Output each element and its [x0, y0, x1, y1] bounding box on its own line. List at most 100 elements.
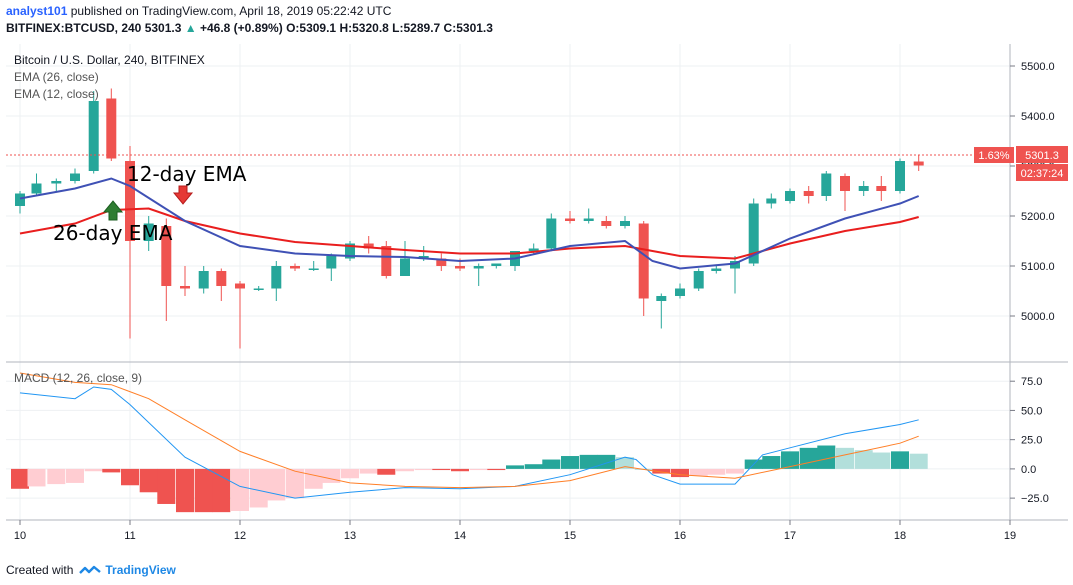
candle-up [253, 288, 264, 290]
histogram-bar [726, 468, 744, 474]
histogram-bar [157, 468, 176, 504]
footer: Created with TradingView [6, 563, 176, 577]
y-tick-label: 5500.0 [1021, 61, 1055, 73]
histogram-bar [506, 465, 524, 469]
ema12-legend[interactable]: EMA (12, close) [14, 87, 99, 101]
candles [15, 88, 924, 349]
histogram-bar [451, 468, 469, 472]
histogram-bar [377, 468, 396, 475]
candle-up [528, 248, 539, 251]
histogram-bar [652, 468, 671, 474]
x-tick-label: 19 [1004, 530, 1016, 542]
candle-down [290, 266, 300, 269]
author-link[interactable]: analyst101 [6, 4, 68, 18]
candle-down [436, 258, 447, 266]
ema26-line [19, 207, 919, 260]
change-up-icon: ▲ [184, 21, 197, 35]
histogram-bar [781, 451, 799, 469]
candle-up [326, 256, 337, 269]
candle-down [381, 246, 392, 276]
candle-up [656, 296, 667, 301]
histogram-bar [66, 468, 84, 483]
x-tick-label: 14 [454, 530, 466, 542]
candle-up [730, 261, 740, 269]
candle-up [546, 218, 557, 249]
created-with-label: Created with [6, 563, 74, 577]
candle-up [418, 256, 429, 259]
candle-up [711, 268, 722, 271]
tradingview-brand[interactable]: TradingView [105, 563, 176, 577]
macd-histogram [11, 445, 928, 513]
candle-up [675, 288, 685, 296]
chart-title: Bitcoin / U.S. Dollar, 240, BITFINEX [14, 53, 205, 67]
y-tick-label: 5200.0 [1021, 211, 1055, 223]
ema26-legend[interactable]: EMA (26, close) [14, 70, 99, 84]
price-tag [1016, 146, 1068, 163]
histogram-bar [212, 468, 231, 513]
y-tick-label: 5400.0 [1021, 111, 1055, 123]
histogram-bar [286, 468, 304, 499]
candle-up [583, 218, 594, 221]
histogram-bar [891, 451, 909, 469]
histogram-bar [102, 468, 121, 473]
candle-down [840, 176, 850, 191]
macd-tick-label: 75.0 [1021, 376, 1042, 388]
candle-down [161, 226, 172, 286]
x-tick-label: 10 [14, 530, 26, 542]
histogram-bar [597, 454, 616, 469]
histogram-bar [139, 468, 158, 493]
grid [6, 44, 1011, 520]
open-value: 5309.1 [299, 21, 337, 35]
tradingview-logo-icon [79, 565, 102, 574]
histogram-bar [524, 464, 543, 469]
time-axis[interactable]: 10 11 12 13 14 15 16 17 18 19 [14, 520, 1016, 542]
candle-up [271, 266, 282, 289]
arrow-down-icon [172, 185, 194, 205]
candle-down [455, 266, 465, 269]
candle-down [235, 283, 245, 289]
histogram-bar [47, 468, 66, 485]
candle-up [51, 181, 62, 184]
histogram-bar [872, 452, 891, 469]
candle-down [363, 243, 374, 249]
ema12-annotation: 12-day EMA [127, 162, 247, 186]
candle-up [88, 101, 99, 171]
high-label: H: [339, 21, 353, 35]
histogram-bar [616, 457, 634, 469]
candle-down [216, 271, 227, 286]
histogram-bar [707, 468, 726, 475]
histogram-bar [671, 468, 689, 478]
candle-up [308, 268, 319, 270]
candle-up [785, 191, 795, 201]
candle-down [601, 221, 612, 226]
candle-up [821, 173, 832, 196]
macd-legend[interactable]: MACD (12, 26, close, 9) [14, 371, 142, 385]
macd-axis[interactable]: 75.0 50.0 25.0 0.0 −25.0 [1010, 376, 1049, 505]
candle-down [913, 161, 924, 166]
candle-up [473, 266, 484, 269]
histogram-bar [27, 468, 46, 487]
countdown-tag-text: 02:37:24 [1021, 168, 1064, 180]
histogram-bar [542, 459, 561, 469]
countdown-tag [1016, 164, 1068, 181]
candle-down [565, 218, 575, 221]
close-value: 5301.3 [456, 21, 493, 35]
x-tick-label: 12 [234, 530, 246, 542]
candle-up [70, 173, 80, 181]
candle-down [180, 286, 190, 289]
histogram-bar [84, 468, 103, 472]
pct-tag-text: 1.63% [978, 150, 1009, 162]
candle-up [491, 263, 502, 266]
publish-line: analyst101 published on TradingView.com,… [6, 4, 391, 18]
histogram-bar [194, 468, 213, 513]
histogram-bar [359, 468, 378, 474]
candle-up [198, 271, 209, 289]
candle-up [748, 203, 759, 264]
histogram-bar [762, 456, 781, 469]
ema12-line [19, 177, 920, 270]
histogram-bar [341, 468, 359, 479]
histogram-bar [432, 468, 451, 471]
candle-up [895, 161, 905, 191]
